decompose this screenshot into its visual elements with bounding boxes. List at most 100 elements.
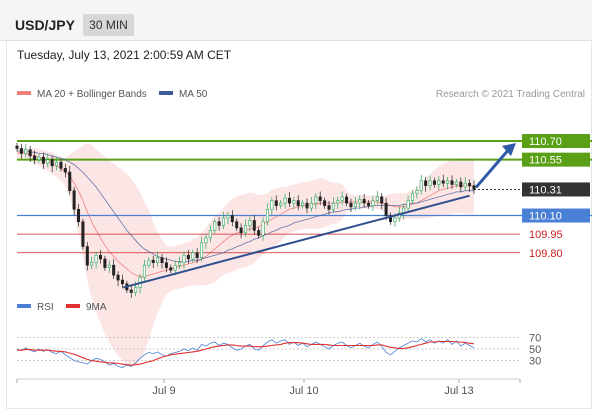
candle-body (279, 202, 283, 206)
moving-averages (17, 150, 474, 262)
candle-body (441, 180, 445, 184)
candle-body (55, 161, 59, 167)
candle-body (178, 262, 182, 266)
candle-body (94, 254, 98, 263)
candle-body (424, 180, 428, 187)
candle-body (235, 221, 239, 229)
candle-body (336, 200, 340, 204)
candle-body (380, 196, 384, 204)
candle-body (340, 196, 344, 201)
candle-body (151, 259, 155, 263)
candle-body (274, 200, 278, 206)
candle-body (287, 197, 291, 204)
ma50-line (17, 150, 474, 262)
candle-body (450, 180, 454, 185)
chart-header: USD/JPY 30 MIN (0, 0, 592, 41)
level-label-109.95: 109.95 (529, 229, 563, 241)
candle-body (415, 190, 419, 194)
candle-body (116, 274, 120, 281)
candle-body (358, 199, 362, 204)
x-axis: Jul 9 Jul 10 Jul 13 (16, 378, 521, 397)
candle-body (46, 159, 50, 164)
trend-lines (122, 143, 516, 289)
candle-body (173, 264, 177, 271)
candle-body (63, 168, 67, 173)
candle-body (37, 156, 41, 160)
candle-body (309, 202, 313, 209)
forecast-arrow-head (502, 143, 516, 157)
rsi-legend-swatch (17, 304, 31, 308)
candle-body (362, 199, 366, 204)
candle-body (204, 237, 208, 244)
candle-body (446, 180, 450, 184)
candle-body (156, 257, 160, 263)
candle-body (243, 225, 248, 234)
candle-body (384, 202, 388, 216)
bollinger-legend-swatch (17, 91, 31, 95)
uptrend-line (122, 194, 470, 289)
candle-body (103, 258, 107, 268)
x-tick-label-1: Jul 10 (289, 385, 318, 397)
candle-body (367, 202, 371, 206)
candle-body (164, 262, 168, 268)
bollinger-legend-label: MA 20 + Bollinger Bands (37, 89, 147, 100)
candle-body (147, 259, 151, 266)
candle-body (208, 230, 212, 239)
candle-body (296, 200, 300, 206)
level-label-110.70: 110.70 (529, 136, 562, 148)
level-label-110.55: 110.55 (529, 155, 562, 167)
candle-body (410, 192, 414, 201)
candle-body (419, 180, 423, 191)
candle-body (261, 221, 265, 236)
candle-body (353, 202, 357, 208)
candle-body (472, 185, 476, 190)
candle-body (81, 221, 85, 247)
candle-body (213, 221, 217, 231)
interval-button[interactable]: 30 MIN (83, 14, 134, 36)
candle-body (314, 196, 318, 204)
candlesticks (15, 142, 476, 298)
rsi-ma-legend-label: 9MA (86, 302, 107, 313)
candle-body (41, 156, 45, 164)
candle-body (19, 148, 23, 154)
rsi-series-RSI (16, 338, 475, 369)
candle-body (459, 181, 463, 188)
candle-body (98, 254, 102, 260)
candle-body (239, 227, 243, 234)
rsi-legend-label: RSI (37, 302, 54, 313)
candle-body (389, 215, 393, 223)
candle-body (182, 254, 186, 263)
candle-body (252, 220, 256, 231)
candle-body (437, 180, 441, 185)
candle-body (345, 196, 349, 204)
candle-body (107, 264, 111, 268)
level-tag-110.10 (522, 208, 590, 223)
candle-body (33, 155, 37, 160)
candle-body (120, 279, 124, 285)
rsi-tick-30: 30 (529, 356, 541, 368)
candle-body (327, 205, 331, 210)
candle-body (217, 221, 221, 226)
candle-body (222, 217, 226, 226)
chart-datetime: Tuesday, July 13, 2021 2:00:59 AM CET (17, 48, 232, 62)
candle-body (318, 196, 322, 201)
candle-body (112, 264, 116, 276)
research-credit: Research © 2021 Trading Central (436, 89, 585, 100)
candle-body (454, 181, 458, 185)
candle-body (406, 200, 410, 209)
candle-body (85, 246, 89, 266)
level-tag-110.31 (522, 182, 590, 197)
candle-body (186, 254, 190, 260)
candle-body (134, 287, 138, 293)
candle-body (191, 252, 195, 260)
candle-body (142, 264, 146, 278)
candle-body (432, 180, 436, 185)
candle-body (305, 202, 309, 209)
candle-body (90, 262, 94, 266)
candle-body (257, 230, 261, 236)
ma50-legend-label: MA 50 (179, 89, 208, 100)
candle-body (68, 171, 72, 191)
rsi-series-9MA (17, 340, 475, 366)
